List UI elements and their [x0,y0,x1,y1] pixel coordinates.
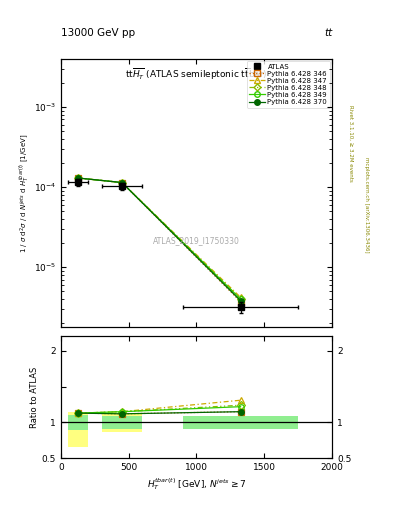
Y-axis label: Ratio to ATLAS: Ratio to ATLAS [30,367,39,428]
Text: Rivet 3.1.10, ≥ 3.2M events: Rivet 3.1.10, ≥ 3.2M events [348,105,353,182]
Text: tt: tt [324,28,332,38]
X-axis label: $H_T^{tbar(t)}$ [GeV], $N^{jets} \geq 7$: $H_T^{tbar(t)}$ [GeV], $N^{jets} \geq 7$ [147,476,246,492]
Text: tt$\overline{H_T}$ (ATLAS semileptonic t$\overline{\rm t}$bar): tt$\overline{H_T}$ (ATLAS semileptonic t… [125,67,268,82]
Text: mcplots.cern.ch [arXiv:1306.3436]: mcplots.cern.ch [arXiv:1306.3436] [364,157,369,252]
Text: 13000 GeV pp: 13000 GeV pp [61,28,135,38]
Y-axis label: 1 / $\sigma$ d$^2$$\sigma$ / d $N^{jets}$ d $H_T^{tbar(t)}$ [1/GeV]: 1 / $\sigma$ d$^2$$\sigma$ / d $N^{jets}… [17,133,31,252]
Text: ATLAS_2019_I1750330: ATLAS_2019_I1750330 [153,237,240,246]
Legend: ATLAS, Pythia 6.428 346, Pythia 6.428 347, Pythia 6.428 348, Pythia 6.428 349, P: ATLAS, Pythia 6.428 346, Pythia 6.428 34… [247,61,330,108]
